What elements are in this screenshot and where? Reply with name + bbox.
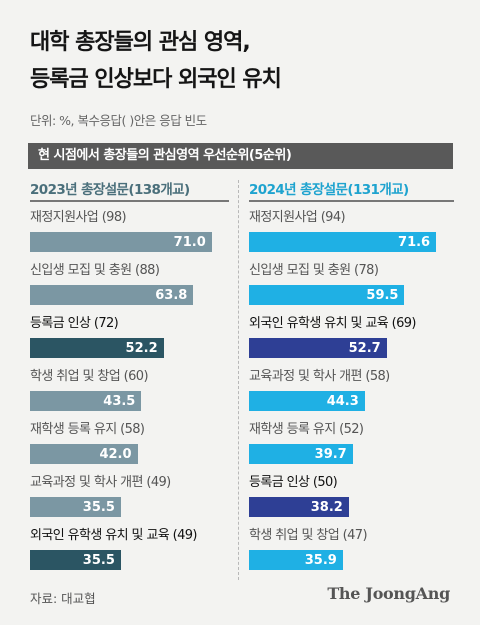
- left-bar-item: 재학생 등록 유지 (58) 42.0: [30, 420, 145, 464]
- bar-value-label: 38.2: [310, 500, 343, 515]
- left-bar-item: 교육과정 및 학사 개편 (49) 35.5: [30, 473, 171, 517]
- bar: 42.0: [30, 444, 138, 464]
- bar-value-label: 71.0: [173, 235, 206, 250]
- publisher-logo: The JoongAng: [327, 584, 450, 603]
- right-column-title: 2024년 총장설문(131개교): [249, 182, 409, 198]
- title-line-1: 대학 총장들의 관심 영역,: [30, 30, 251, 55]
- right-column-rule: [249, 200, 454, 202]
- bar-value-label: 35.5: [82, 500, 115, 515]
- right-bar-item: 신입생 모집 및 충원 (78) 59.5: [249, 261, 405, 305]
- bar-category-label: 학생 취업 및 창업 (47): [249, 528, 368, 543]
- bar: 35.5: [30, 550, 121, 570]
- left-bar-item: 학생 취업 및 창업 (60) 43.5: [30, 367, 149, 411]
- title-line-2: 등록금 인상보다 외국인 유치: [30, 67, 282, 92]
- bar: 71.0: [30, 232, 212, 252]
- left-bar-item: 신입생 모집 및 충원 (88) 63.8: [30, 261, 194, 305]
- left-bar-item: 외국인 유학생 유치 및 교육 (49) 35.5: [30, 526, 198, 570]
- bar-category-label: 재학생 등록 유지 (58): [30, 422, 145, 437]
- right-bar-item: 재정지원사업 (94) 71.6: [249, 208, 437, 252]
- left-bar-item: 재정지원사업 (98) 71.0: [30, 208, 212, 252]
- bar: 71.6: [249, 232, 437, 252]
- bar: 38.2: [249, 497, 349, 517]
- left-bar-item: 등록금 인상 (72) 52.2: [30, 314, 164, 358]
- bar-category-label: 재학생 등록 유지 (52): [249, 422, 364, 437]
- bar-category-label: 교육과정 및 학사 개편 (49): [30, 475, 171, 490]
- bar-value-label: 52.2: [125, 341, 158, 356]
- right-bar-item: 재학생 등록 유지 (52) 39.7: [249, 420, 364, 464]
- right-bar-item: 학생 취업 및 창업 (47) 35.9: [249, 526, 368, 570]
- bar-value-label: 63.8: [155, 288, 188, 303]
- right-bar-item: 등록금 인상 (50) 38.2: [249, 473, 349, 517]
- left-column-rule: [30, 200, 229, 202]
- bar-value-label: 59.5: [366, 288, 399, 303]
- column-divider: [238, 180, 239, 580]
- bar: 43.5: [30, 391, 142, 411]
- bar-category-label: 재정지원사업 (94): [249, 210, 346, 225]
- unit-note: 단위: %, 복수응답( )안은 응답 빈도: [30, 113, 207, 128]
- chart-title: 대학 총장들의 관심 영역, 등록금 인상보다 외국인 유치: [30, 24, 282, 98]
- bar-category-label: 신입생 모집 및 충원 (88): [30, 263, 160, 278]
- bar-value-label: 71.6: [398, 235, 431, 250]
- bar-category-label: 등록금 인상 (50): [249, 475, 338, 490]
- bar-value-label: 35.5: [82, 553, 115, 568]
- right-bar-item: 교육과정 및 학사 개편 (58) 44.3: [249, 367, 390, 411]
- right-bar-item: 외국인 유학생 유치 및 교육 (69) 52.7: [249, 314, 417, 358]
- bar: 59.5: [249, 285, 405, 305]
- bar-value-label: 39.7: [314, 447, 347, 462]
- bar-category-label: 외국인 유학생 유치 및 교육 (69): [249, 316, 417, 331]
- bar: 63.8: [30, 285, 194, 305]
- bar-value-label: 44.3: [326, 394, 359, 409]
- left-column-title: 2023년 총장설문(138개교): [30, 182, 190, 198]
- bar: 52.7: [249, 338, 387, 358]
- bar: 39.7: [249, 444, 353, 464]
- bar: 44.3: [249, 391, 365, 411]
- bar-value-label: 42.0: [99, 447, 132, 462]
- bar-category-label: 등록금 인상 (72): [30, 316, 119, 331]
- bar: 35.5: [30, 497, 121, 517]
- source-note: 자료: 대교협: [30, 591, 96, 606]
- bar-value-label: 43.5: [103, 394, 136, 409]
- bar-category-label: 재정지원사업 (98): [30, 210, 127, 225]
- bar: 52.2: [30, 338, 164, 358]
- bar-value-label: 35.9: [304, 553, 337, 568]
- bar-category-label: 신입생 모집 및 충원 (78): [249, 263, 379, 278]
- section-header: 현 시점에서 총장들의 관심영역 우선순위(5순위): [28, 143, 453, 169]
- bar-category-label: 학생 취업 및 창업 (60): [30, 369, 149, 384]
- bar-category-label: 교육과정 및 학사 개편 (58): [249, 369, 390, 384]
- bar-value-label: 52.7: [348, 341, 381, 356]
- bar: 35.9: [249, 550, 343, 570]
- bar-category-label: 외국인 유학생 유치 및 교육 (49): [30, 528, 198, 543]
